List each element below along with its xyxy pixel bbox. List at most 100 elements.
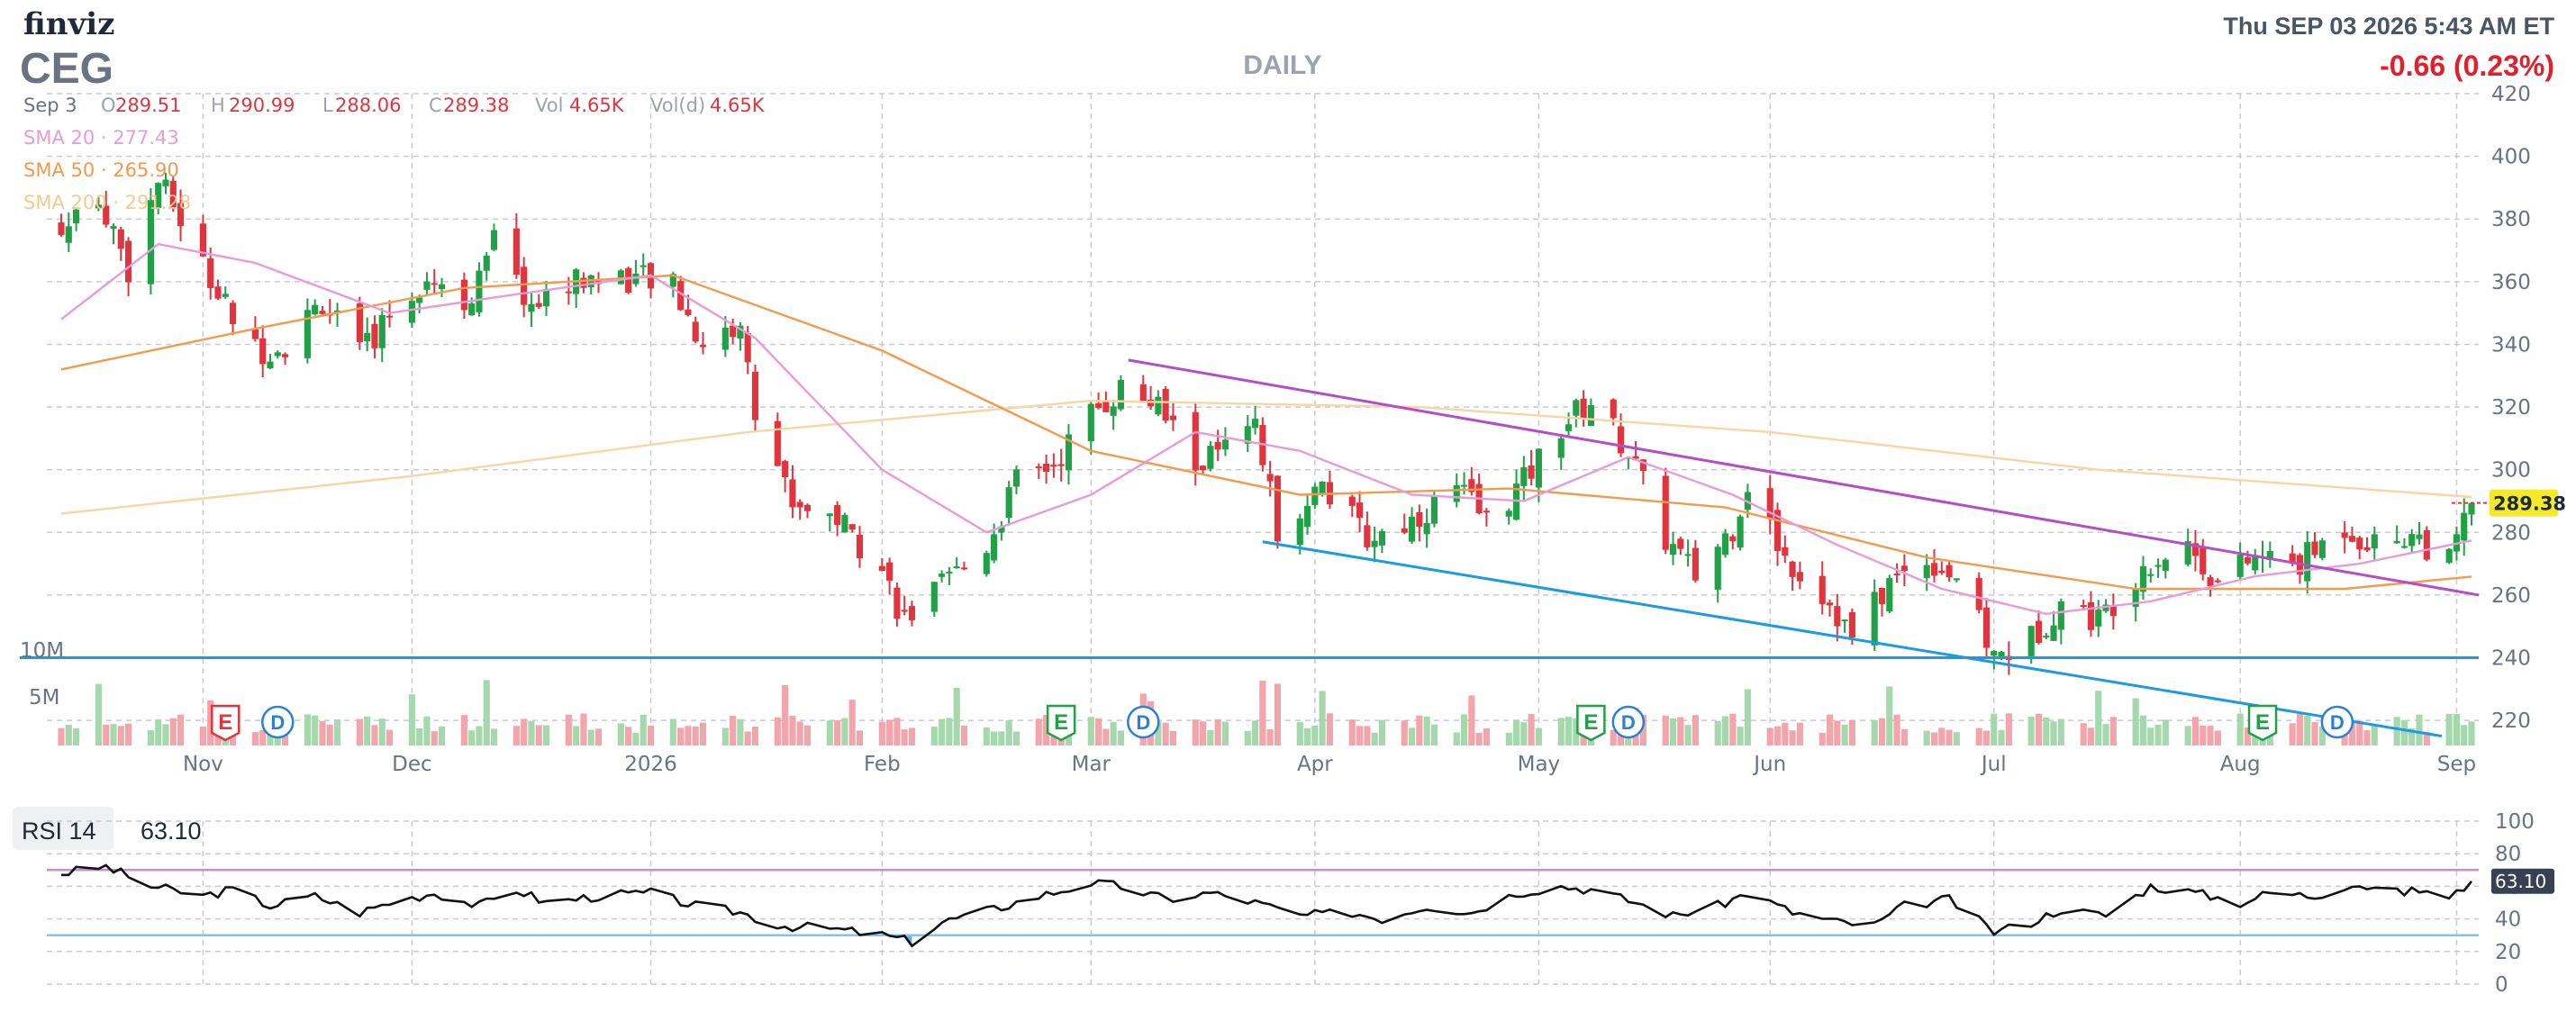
- volume-bar: [319, 720, 326, 745]
- candle-body: [468, 303, 476, 316]
- volume-bar: [1729, 713, 1737, 745]
- volume-bar: [124, 723, 132, 745]
- volume-bar: [1200, 721, 1207, 745]
- candle-body: [490, 230, 498, 250]
- volume-bar: [2311, 721, 2318, 745]
- volume-bar: [2132, 698, 2139, 745]
- volume-bar: [1348, 719, 1356, 745]
- candle-body: [1221, 439, 1229, 450]
- candle-body: [1557, 438, 1565, 458]
- candle-body: [319, 311, 326, 314]
- candle-body: [699, 345, 707, 348]
- candle-body: [1639, 459, 1646, 472]
- volume-bar: [2057, 718, 2064, 745]
- volume-bar: [2109, 717, 2117, 745]
- volume-bar: [2214, 730, 2221, 745]
- volume-bar: [1573, 718, 1580, 745]
- volume-bar: [512, 726, 520, 745]
- candle-body: [1946, 565, 1953, 578]
- volume-bar: [312, 715, 319, 745]
- candle-body: [147, 200, 154, 285]
- volume-bar: [2304, 715, 2311, 745]
- volume-bar: [796, 721, 803, 745]
- candle-body: [155, 183, 162, 208]
- candle-body: [1035, 466, 1042, 469]
- volume-bar: [1744, 689, 1751, 745]
- volume-bar: [1721, 716, 1729, 745]
- volume-bar: [639, 714, 647, 745]
- volume-bar: [1834, 720, 1841, 745]
- volume-bar: [2147, 727, 2154, 745]
- candle-body: [207, 258, 214, 288]
- volume-bar: [2296, 713, 2304, 745]
- sma20-legend[interactable]: SMA 20 · 277.43: [23, 127, 179, 149]
- volume-bar: [1453, 732, 1460, 745]
- candle-body: [983, 553, 990, 574]
- candle-body: [826, 513, 833, 517]
- dividend-marker: [261, 705, 295, 739]
- volume-bar: [1998, 729, 2005, 745]
- volume-bar: [1423, 716, 1430, 745]
- volume-bar: [886, 719, 893, 745]
- date-axis: Nov Dec 2026 Feb Mar Apr May Jun Jul Aug Sep: [183, 753, 2476, 776]
- lower-trendline[interactable]: [1262, 540, 2443, 738]
- candle-body: [886, 562, 893, 581]
- date-tick-label: Mar: [1072, 753, 1111, 776]
- volume-bar: [782, 684, 789, 745]
- candle-body: [2132, 588, 2139, 608]
- chart-period[interactable]: DAILY: [1243, 50, 1321, 80]
- candle-body: [878, 565, 885, 571]
- candle-body: [1311, 486, 1319, 505]
- volume-bar: [677, 727, 685, 745]
- price-tick-label: 300: [2491, 459, 2531, 483]
- candle-body: [2027, 626, 2035, 656]
- volume-bar: [2095, 691, 2102, 745]
- volume-bar: [2050, 721, 2057, 745]
- volume-bar: [939, 718, 946, 745]
- sma200-legend[interactable]: SMA 200 · 291.28: [23, 192, 191, 213]
- volume-bar: [2371, 724, 2378, 745]
- volume-bar: [1557, 718, 1565, 745]
- candle-body: [2341, 532, 2348, 538]
- candle-body: [625, 267, 632, 294]
- volume-bar: [416, 727, 423, 745]
- candle-body: [1378, 530, 1385, 546]
- sma-legend: SMA 20 · 277.43 SMA 50 · 265.90 SMA 200 …: [23, 127, 191, 213]
- volume-bar: [685, 726, 692, 745]
- candle-body: [1714, 547, 1721, 590]
- volume-bar: [1930, 732, 1938, 745]
- volume-bar: [1102, 728, 1110, 745]
- candle-body: [1923, 565, 1930, 579]
- date-tick-label: May: [1518, 753, 1561, 776]
- candle-body: [2408, 534, 2416, 547]
- sma20-line: [60, 242, 2472, 616]
- volume-bar: [542, 725, 550, 745]
- candle-body: [1617, 426, 1625, 454]
- rsi-label-box[interactable]: [13, 807, 113, 850]
- volume-bar: [1677, 717, 1684, 745]
- candle-body: [2252, 555, 2259, 571]
- candle-body: [542, 289, 550, 307]
- upper-trendline[interactable]: [1128, 358, 2480, 597]
- volume-bar: [333, 719, 341, 745]
- sma50-legend[interactable]: SMA 50 · 265.90: [23, 159, 179, 181]
- price-tick-label: 260: [2491, 584, 2531, 608]
- volume-bar: [72, 727, 80, 745]
- earnings-marker-label: E: [2255, 710, 2270, 735]
- candle-body: [1401, 528, 1408, 533]
- volume-bar: [1669, 718, 1677, 745]
- volume-bar: [2200, 726, 2207, 745]
- rsi-axis: 100806040200: [2495, 810, 2535, 997]
- volume-bar: [1512, 719, 1520, 745]
- volume-bar: [468, 730, 476, 745]
- volume-bar: [378, 718, 385, 745]
- volume-bar: [259, 729, 267, 745]
- candle-body: [730, 325, 737, 338]
- volume-bar: [2043, 717, 2050, 745]
- volume-bar: [1773, 726, 1782, 745]
- volume-bar: [565, 714, 572, 745]
- finviz-logo[interactable]: finviz: [23, 6, 114, 42]
- volume-bar: [1826, 714, 1834, 745]
- volume-bar: [647, 725, 655, 745]
